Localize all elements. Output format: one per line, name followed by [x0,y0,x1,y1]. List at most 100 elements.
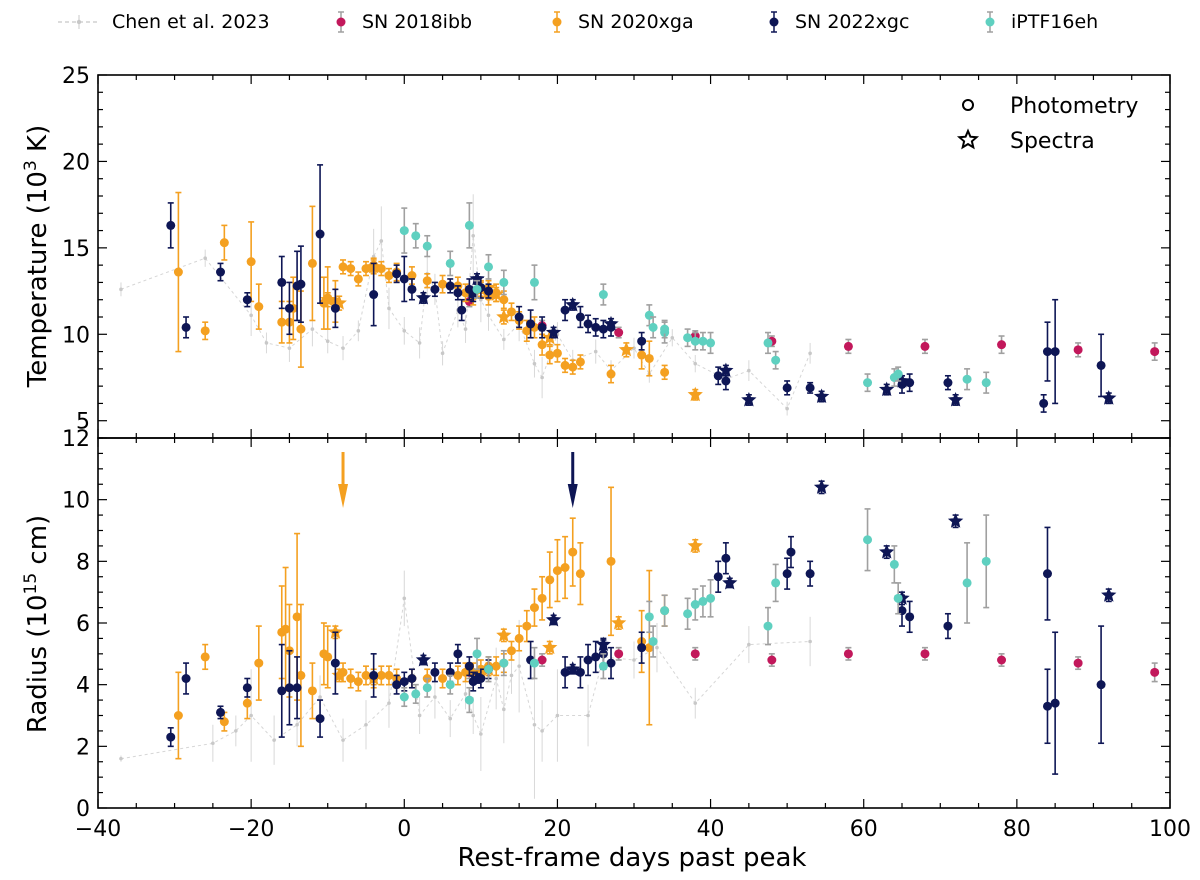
point-iptf16eh-circle-radius-23 [981,556,991,566]
point-chen-et-al-2023-small-temp-21 [532,361,537,366]
point-sn-2022xgc-circle-temp-21 [484,286,494,296]
arrow-sn-2020xga-marker [338,452,349,508]
legend-label-2022xgc: SN 2022xgc [795,11,909,33]
point-chen-et-al-2023-small-temp-5 [310,327,315,331]
point-sn-2022xgc-circle-radius-36 [1042,569,1052,579]
point-sn-2020xga-circle-temp-3 [246,257,256,267]
point-sn-2020xga-circle-radius-39 [568,547,578,557]
point-sn-2022xgc-circle-temp-41 [1050,347,1060,357]
point-sn-2022xgc-circle-radius-7 [315,714,325,724]
point-sn-2022xgc-star-radius-9 [947,513,964,528]
point-sn-2020xga-circle-radius-37 [552,566,562,576]
point-chen-et-al-2023-small-radius-3 [272,738,276,742]
point-sn-2020xga-circle-temp-37 [552,348,562,358]
plot-area-radius [119,452,1160,799]
point-sn-2018ibb-circle-radius-7 [997,655,1007,665]
point-sn-2022xgc-circle-temp-3 [242,295,252,305]
point-sn-2018ibb-circle-temp-9 [1150,347,1160,357]
point-iptf16eh-circle-temp-23 [962,374,972,384]
point-sn-2018ibb-circle-radius-1 [537,655,547,665]
point-sn-2022xgc-star-radius-1 [469,670,485,686]
point-chen-et-al-2023-small-temp-3 [264,341,269,345]
point-sn-2022xgc-circle-temp-23 [526,319,536,329]
series-sn-2022xgc-star-radius [415,479,1117,686]
point-sn-2022xgc-circle-radius-34 [905,612,915,622]
point-iptf16eh-circle-radius-19 [863,535,873,545]
point-chen-et-al-2023-small-temp-0 [119,287,123,292]
ytick-label-temp-10: 10 [62,323,90,348]
point-sn-2022xgc-circle-radius-14 [445,667,455,677]
point-iptf16eh-circle-radius-4 [464,695,474,705]
point-iptf16eh-circle-temp-15 [690,336,700,346]
point-iptf16eh-circle-temp-16 [698,336,708,346]
point-chen-et-al-2023-small-radius-29 [509,673,514,678]
point-sn-2020xga-star-temp-6 [496,308,512,324]
point-sn-2022xgc-circle-radius-15 [453,649,463,659]
legend-label-2020xga: SN 2020xga [578,11,694,33]
point-sn-2022xgc-circle-temp-24 [537,322,547,332]
point-sn-2022xgc-circle-radius-2 [216,707,226,717]
point-iptf16eh-circle-radius-18 [771,578,781,588]
point-chen-et-al-2023-small-temp-19 [502,337,506,342]
xtick-label--20: −20 [228,817,274,842]
point-chen-et-al-2023-small-temp-34 [808,351,812,356]
point-sn-2022xgc-circle-radius-11 [399,677,409,687]
point-sn-2022xgc-circle-temp-11 [392,269,402,279]
point-sn-2022xgc-circle-temp-38 [943,378,953,388]
point-iptf16eh-circle-radius-10 [644,612,654,622]
point-sn-2022xgc-circle-temp-31 [637,336,647,346]
point-chen-et-al-2023-small-radius-21 [555,713,560,718]
point-sn-2020xga-circle-radius-2 [219,717,229,727]
point-iptf16eh-circle-radius-14 [690,600,700,609]
xtick-label-0: 0 [397,817,411,842]
point-sn-2022xgc-star-temp-7 [813,388,830,404]
point-sn-2022xgc-circle-radius-39 [1096,680,1106,690]
point-sn-2022xgc-star-temp-4 [603,315,619,331]
point-sn-2022xgc-circle-radius-23 [583,655,593,665]
point-sn-2022xgc-star-radius-3 [565,661,581,676]
series-sn-2022xgc-circle-radius [166,526,1106,775]
point-sn-2018ibb-circle-radius-2 [614,649,624,659]
x-axis-label: Rest-frame days past peak [458,843,807,873]
point-sn-2022xgc-circle-radius-24 [591,652,601,662]
point-sn-2020xga-circle-radius-33 [522,621,532,631]
point-sn-2022xgc-circle-radius-37 [1042,701,1052,711]
point-iptf16eh-circle-radius-11 [648,637,658,646]
point-sn-2022xgc-circle-radius-30 [782,569,792,579]
point-sn-2020xga-circle-temp-9 [307,258,317,268]
point-chen-et-al-2023-small-temp-8 [356,329,361,333]
point-sn-2020xga-circle-radius-15 [353,677,363,687]
ytick-label-temp-15: 15 [62,237,90,262]
ytick-label-radius-4: 4 [76,674,90,699]
point-iptf16eh-circle-temp-6 [484,262,494,272]
point-chen-et-al-2023-small-temp-35 [379,239,384,243]
point-sn-2022xgc-circle-temp-32 [713,371,723,381]
point-chen-et-al-2023-small-temp-22 [540,375,544,380]
xtick-label-100: 100 [1149,817,1191,842]
point-sn-2020xga-circle-temp-2 [219,238,229,248]
legend: Chen et al. 2023 SN 2018ibb SN 2020xga S… [58,11,1098,33]
point-sn-2022xgc-circle-radius-35 [943,621,953,631]
point-sn-2020xga-circle-radius-0 [173,711,183,720]
point-sn-2020xga-circle-radius-23 [438,674,448,683]
ytick-label-temp-20: 20 [62,150,90,175]
point-iptf16eh-circle-temp-0 [399,226,409,236]
point-sn-2022xgc-circle-radius-16 [464,661,474,671]
point-chen-et-al-2023-small-radius-6 [341,738,345,742]
point-iptf16eh-circle-radius-2 [422,683,432,693]
legend-2018ibb-marker [336,17,346,27]
point-sn-2022xgc-circle-radius-1 [181,674,191,683]
point-sn-2022xgc-circle-temp-0 [166,220,176,230]
point-iptf16eh-circle-radius-20 [889,559,899,569]
point-sn-2020xga-circle-radius-35 [537,593,547,603]
legend-entry-iptf16eh: iPTF16eh [985,11,1098,33]
axes-frame-radius [97,437,1171,809]
point-sn-2022xgc-star-temp-11 [1101,390,1117,405]
point-sn-2022xgc-circle-temp-5 [284,303,294,313]
photometry-legend-label: Photometry [1010,94,1138,119]
point-sn-2018ibb-circle-temp-7 [997,340,1007,350]
point-sn-2022xgc-circle-temp-8 [315,229,325,239]
point-chen-et-al-2023-small-radius-12 [448,716,453,721]
xtick-label-60: 60 [850,817,878,842]
point-chen-et-al-2023-small-radius-15 [479,732,483,736]
